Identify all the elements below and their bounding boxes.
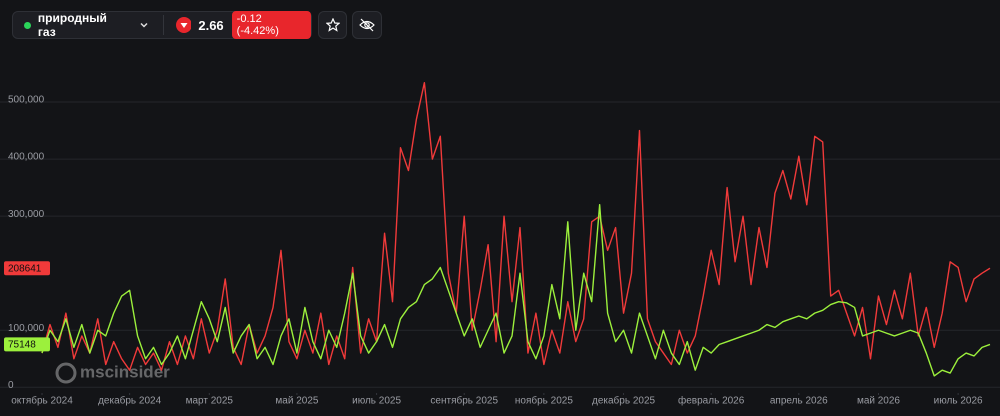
down-icon xyxy=(175,17,192,33)
separator xyxy=(162,15,164,35)
last-value-box xyxy=(4,261,50,276)
x-tick-label: март 2025 xyxy=(186,396,234,407)
watermark-logo xyxy=(55,362,77,384)
price: 2.66 xyxy=(198,17,224,33)
status-dot xyxy=(24,21,31,29)
x-tick-label: сентябрь 2025 xyxy=(430,395,498,407)
x-tick-label: июль 2026 xyxy=(934,396,983,407)
hide-button[interactable] xyxy=(352,11,382,39)
last-value-label: 75148 xyxy=(8,340,36,351)
y-tick-label: 0 xyxy=(8,380,14,391)
last-value-label: 208641 xyxy=(8,263,42,274)
y-tick-label: 100,000 xyxy=(8,323,45,334)
x-tick-label: ноябрь 2025 xyxy=(515,395,573,407)
instrument-name: природный газ xyxy=(37,11,107,39)
chevron[interactable] xyxy=(139,20,149,30)
x-tick-label: июль 2025 xyxy=(352,396,401,407)
x-tick-label: май 2025 xyxy=(275,396,318,407)
x-tick-label: май 2026 xyxy=(857,396,900,407)
y-tick-label: 400,000 xyxy=(8,152,45,163)
star-icon xyxy=(325,18,340,32)
eye-off-icon xyxy=(359,18,375,32)
change-badge: -0.12 (-4.42%) xyxy=(231,11,311,39)
x-tick-label: октябрь 2024 xyxy=(11,395,73,407)
y-tick-label: 500,000 xyxy=(8,95,45,106)
x-tick-label: февраль 2026 xyxy=(678,395,745,407)
x-tick-label: апрель 2026 xyxy=(770,396,828,407)
series-line xyxy=(41,204,991,377)
x-tick-label: декабрь 2025 xyxy=(592,395,656,407)
x-tick-label: декабрь 2024 xyxy=(98,395,162,407)
watermark: mscinsider xyxy=(80,362,170,381)
series-line xyxy=(41,81,991,371)
instrument-bar[interactable]: природный газ 2.66 -0.12 (-4.42%) xyxy=(12,11,312,39)
y-tick-label: 300,000 xyxy=(8,209,45,220)
star-button[interactable] xyxy=(318,11,347,39)
last-value-box xyxy=(4,337,50,352)
